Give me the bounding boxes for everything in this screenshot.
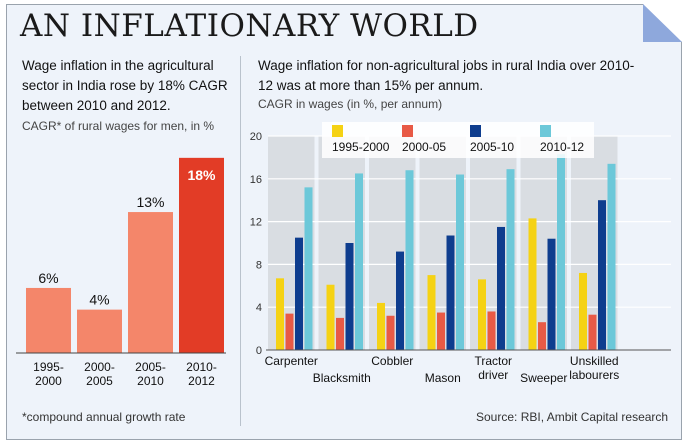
left-subtitle: Wage inflation in the agricultural secto… bbox=[22, 58, 228, 113]
value-label-3: 18% bbox=[187, 167, 216, 183]
bar-1-2 bbox=[345, 243, 354, 350]
bar-1-0 bbox=[326, 284, 335, 350]
y-tick-label-2: 8 bbox=[256, 259, 262, 271]
bar-5-2 bbox=[547, 238, 556, 350]
bar-1-1 bbox=[336, 317, 344, 350]
bar-0-0 bbox=[276, 278, 284, 350]
y-tick-label-0: 0 bbox=[256, 345, 262, 357]
legend-swatch-3 bbox=[540, 125, 551, 137]
bar-2-0 bbox=[377, 302, 385, 350]
bar-2-1 bbox=[386, 315, 395, 350]
value-label-1: 4% bbox=[89, 292, 109, 308]
x-tick-label-3: Mason bbox=[425, 371, 461, 385]
bar-1-3 bbox=[355, 173, 363, 350]
source-note: Source: RBI, Ambit Capital research bbox=[476, 410, 669, 424]
page-title: AN INFLATIONARY WORLD bbox=[20, 8, 479, 44]
bar-0-1 bbox=[285, 313, 294, 350]
y-tick-label-3: 12 bbox=[250, 217, 262, 229]
legend-label-2: 2005-10 bbox=[470, 140, 514, 154]
bar-5-0 bbox=[528, 218, 537, 350]
x-tick-label-1: Blacksmith bbox=[313, 371, 371, 385]
x-tick-label-0: 1995-2000 bbox=[33, 360, 64, 388]
legend-swatch-2 bbox=[470, 125, 481, 137]
bar-0-3 bbox=[304, 187, 313, 350]
bar-3-3 bbox=[456, 174, 464, 350]
bar-5-1 bbox=[538, 322, 546, 350]
footnote: *compound annual growth rate bbox=[22, 410, 186, 424]
legend-label-1: 2000-05 bbox=[402, 140, 446, 154]
x-tick-label-3: 2010-2012 bbox=[186, 360, 217, 388]
value-label-0: 6% bbox=[38, 270, 58, 286]
x-tick-label-5: Sweeper bbox=[520, 371, 567, 385]
bar-2 bbox=[128, 212, 173, 353]
bar-3-0 bbox=[427, 275, 436, 350]
bar-1 bbox=[77, 309, 122, 353]
bar-4-0 bbox=[478, 279, 486, 350]
bar-4-3 bbox=[506, 169, 515, 350]
x-tick-label-2: 2005-2010 bbox=[135, 360, 166, 388]
bar-6-2 bbox=[598, 200, 606, 350]
legend-swatch-1 bbox=[402, 125, 413, 137]
bar-0 bbox=[26, 287, 71, 353]
right-unit-note: CAGR in wages (in %, per annum) bbox=[258, 97, 443, 111]
page-fold-corner bbox=[643, 4, 682, 42]
x-tick-label-0: Carpenter bbox=[265, 354, 318, 368]
bar-5-3 bbox=[557, 154, 565, 350]
bar-0-2 bbox=[295, 237, 303, 350]
y-tick-label-5: 20 bbox=[250, 131, 262, 143]
value-label-2: 13% bbox=[136, 194, 164, 210]
bar-2-3 bbox=[405, 170, 414, 350]
y-tick-label-1: 4 bbox=[256, 302, 262, 314]
x-tick-label-2: Cobbler bbox=[371, 354, 413, 368]
legend-label-3: 2010-12 bbox=[540, 140, 584, 154]
bar-4-1 bbox=[487, 311, 496, 350]
y-tick-label-4: 16 bbox=[250, 174, 262, 186]
bar-6-1 bbox=[588, 314, 597, 350]
right-subtitle: Wage inflation for non-agricultural jobs… bbox=[258, 58, 635, 93]
bar-2-2 bbox=[396, 251, 404, 350]
bar-4-2 bbox=[497, 226, 505, 350]
legend-swatch-0 bbox=[332, 125, 343, 137]
legend-label-0: 1995-2000 bbox=[332, 140, 390, 154]
left-unit-note: CAGR* of rural wages for men, in % bbox=[22, 119, 215, 133]
bar-3-1 bbox=[437, 312, 445, 350]
x-tick-label-1: 2000-2005 bbox=[84, 360, 115, 388]
bar-6-3 bbox=[607, 163, 616, 350]
bar-3-2 bbox=[446, 235, 455, 350]
bar-3 bbox=[179, 157, 224, 353]
bar-6-0 bbox=[579, 272, 587, 350]
x-tick-label-4: Tractor driver bbox=[474, 354, 512, 382]
x-tick-label-6: Unskilled labourers bbox=[569, 354, 619, 382]
panel-divider bbox=[240, 56, 241, 426]
